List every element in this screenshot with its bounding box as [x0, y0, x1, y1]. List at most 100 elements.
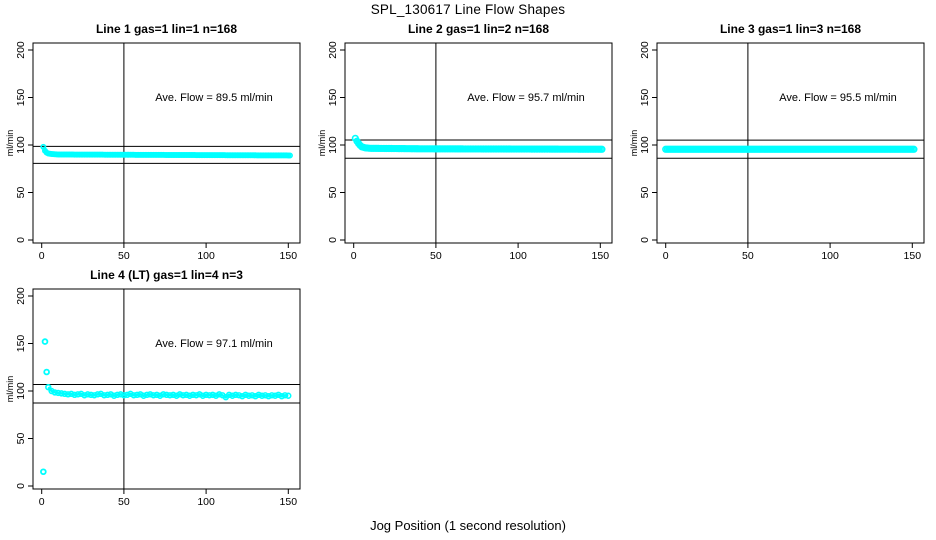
data-point — [202, 391, 210, 399]
data-point — [160, 391, 167, 398]
data-point — [255, 391, 262, 399]
data-point — [150, 392, 157, 399]
data-point — [209, 391, 216, 399]
data-point — [268, 392, 276, 399]
plot-area-line-4: 0 50 100 150 0 50 100 150 200 Ave. Flow = 97.1 m… — [5, 287, 301, 508]
data-point — [163, 391, 170, 399]
y-tick-label: 100 — [15, 136, 27, 154]
data-point — [258, 392, 266, 399]
subplot-title-line-3: Line 3 gas=1 lin=3 n=168 — [719, 22, 862, 36]
plot-area-line-1: 0 50 100 150 0 50 100 150 200 Ave. Flow = 89.5 m… — [5, 41, 301, 262]
data-point — [147, 391, 154, 398]
data-point — [91, 392, 98, 399]
y-tick-label: 0 — [15, 483, 27, 489]
figure-title: SPL_130617 Line Flow Shapes — [370, 2, 566, 17]
x-tick-label: 100 — [197, 250, 215, 262]
y-axis-unit-label: ml/min — [5, 130, 15, 157]
y-tick-label: 50 — [15, 433, 27, 445]
y-tick-label: 200 — [639, 41, 651, 59]
outlier-point — [40, 468, 47, 476]
data-point — [61, 390, 68, 398]
y-axis-unit-label: ml/min — [629, 130, 639, 157]
data-point — [229, 392, 236, 399]
y-tick-label: 200 — [15, 287, 27, 305]
x-tick-label: 150 — [280, 496, 298, 508]
x-tick-label: 100 — [509, 250, 527, 262]
data-point — [110, 392, 118, 399]
data-point — [242, 391, 249, 399]
data-point — [58, 390, 65, 397]
data-point — [285, 392, 292, 399]
data-point — [262, 392, 269, 399]
plot-area-line-2: 0 50 100 150 0 50 100 150 200 Ave. Flow = 95.7 m… — [317, 41, 613, 262]
data-point — [166, 392, 174, 399]
data-point — [265, 393, 272, 400]
subplot-title-line-4: Line 4 (LT) gas=1 lin=4 n=3 — [90, 268, 243, 282]
data-point — [235, 392, 243, 399]
outlier-point — [43, 368, 50, 376]
x-tick-label: 0 — [39, 250, 45, 262]
data-point — [179, 392, 187, 399]
data-point — [54, 389, 62, 397]
subplot-line-4: Line 4 (LT) gas=1 lin=4 n=3 0 50 100 150 0 50… — [0, 262, 312, 508]
avg-flow-annotation-line-1: Ave. Flow = 89.5 ml/min — [155, 92, 272, 104]
data-point — [51, 389, 59, 396]
data-point — [153, 391, 160, 399]
data-point — [170, 391, 177, 399]
plot-box — [32, 42, 301, 244]
data-point — [123, 391, 131, 399]
data-point — [193, 392, 200, 399]
x-tick-label: 150 — [280, 250, 298, 262]
data-point — [117, 391, 124, 398]
data-point — [64, 391, 72, 398]
x-tick-label: 50 — [742, 250, 754, 262]
y-tick-label: 200 — [327, 41, 339, 59]
data-point — [81, 392, 88, 399]
data-point — [189, 391, 197, 399]
avg-flow-annotation-line-4: Ave. Flow = 97.1 ml/min — [155, 338, 272, 350]
data-point — [120, 392, 128, 399]
x-tick-label: 50 — [118, 250, 130, 262]
plot-box — [32, 288, 301, 490]
plot-box — [344, 42, 613, 244]
data-point — [104, 391, 111, 399]
y-tick-label: 150 — [15, 335, 27, 353]
data-point — [598, 145, 606, 153]
x-axis-label: Jog Position (1 second resolution) — [370, 518, 566, 533]
y-tick-label: 100 — [327, 136, 339, 154]
x-tick-label: 0 — [39, 496, 45, 508]
avg-flow-annotation-line-3: Ave. Flow = 95.5 ml/min — [779, 92, 896, 104]
plot-area-line-3: 0 50 100 150 0 50 100 150 200 Ave. Flow = 95.5 m… — [629, 41, 925, 262]
data-point — [140, 392, 147, 399]
data-point — [45, 383, 52, 391]
data-point — [232, 391, 239, 399]
y-axis-unit-label: ml/min — [317, 130, 327, 157]
y-axis-unit-label: ml/min — [5, 376, 15, 403]
y-tick-label: 200 — [15, 41, 27, 59]
x-tick-label: 100 — [197, 496, 215, 508]
x-tick-label: 50 — [118, 496, 130, 508]
avg-flow-annotation-line-2: Ave. Flow = 95.7 ml/min — [467, 92, 584, 104]
y-tick-label: 100 — [15, 382, 27, 400]
subplot-line-3: Line 3 gas=1 lin=3 n=168 0 50 100 150 0 50 100… — [624, 16, 936, 262]
data-point — [100, 392, 108, 399]
y-tick-label: 0 — [15, 237, 27, 243]
x-tick-label: 0 — [663, 250, 669, 262]
data-point — [133, 391, 141, 399]
x-tick-label: 0 — [351, 250, 357, 262]
x-tick-label: 150 — [904, 250, 922, 262]
y-tick-label: 150 — [15, 89, 27, 107]
data-point — [206, 392, 213, 399]
data-point — [183, 391, 190, 399]
data-point — [225, 391, 233, 399]
y-tick-label: 0 — [327, 237, 339, 243]
data-point — [71, 391, 78, 399]
data-point — [910, 145, 918, 153]
data-point — [130, 392, 137, 399]
plot-box — [656, 42, 925, 244]
data-point — [84, 391, 91, 398]
data-point — [278, 393, 285, 400]
outlier-point — [41, 338, 49, 345]
data-point — [176, 391, 183, 398]
